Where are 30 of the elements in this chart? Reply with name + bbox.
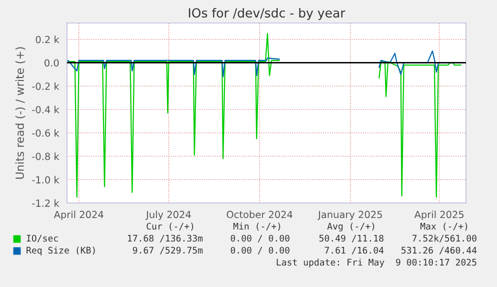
text: 0.00 / 0.00 [230,246,290,254]
x-tick-label: April 2025 [414,210,464,220]
x-tick-label: April 2024 [54,210,104,220]
y-axis-title: Units read (-) / write (+) [15,47,26,179]
text: 17.68 /136.33m [128,234,203,242]
text: 9.67 /529.75m [132,246,203,254]
legend-label: IO/sec [26,234,58,242]
y-tick-label: -0.6 k [32,129,60,137]
x-tick-label: January 2025 [318,210,382,220]
text: Last update: Fri May 9 00:10:17 2025 [276,258,476,268]
x-tick-label: July 2024 [146,210,191,220]
y-tick-label: 0.2 k [36,36,60,44]
y-tick-label: -1.2 k [32,199,60,207]
y-tick-label: -0.8 k [32,152,60,160]
x-tick-label: October 2024 [226,210,292,218]
text: 0.00 / 0.00 [230,234,290,242]
text: 531.26 /460.44 [402,246,477,254]
text: 7.61 /16.04 [324,246,384,254]
y-tick-label: -0.4 k [32,106,60,114]
text: Cur (-/+) [146,222,194,231]
y-tick-label: -1.0 k [32,176,60,184]
y-tick-label: -0.2 k [32,82,60,90]
text: Max (-/+) [420,222,468,231]
text: 7.52k/561.00 [412,234,476,242]
text: Min (-/+) [233,222,280,231]
chart-title: IOs for /dev/sdc - by year [188,8,346,20]
legend-label: Req Size (KB) [26,246,95,256]
text: 50.49 /11.18 [319,234,384,242]
text: Avg (-/+) [327,222,374,232]
y-tick-label: 0.0 [44,59,59,67]
